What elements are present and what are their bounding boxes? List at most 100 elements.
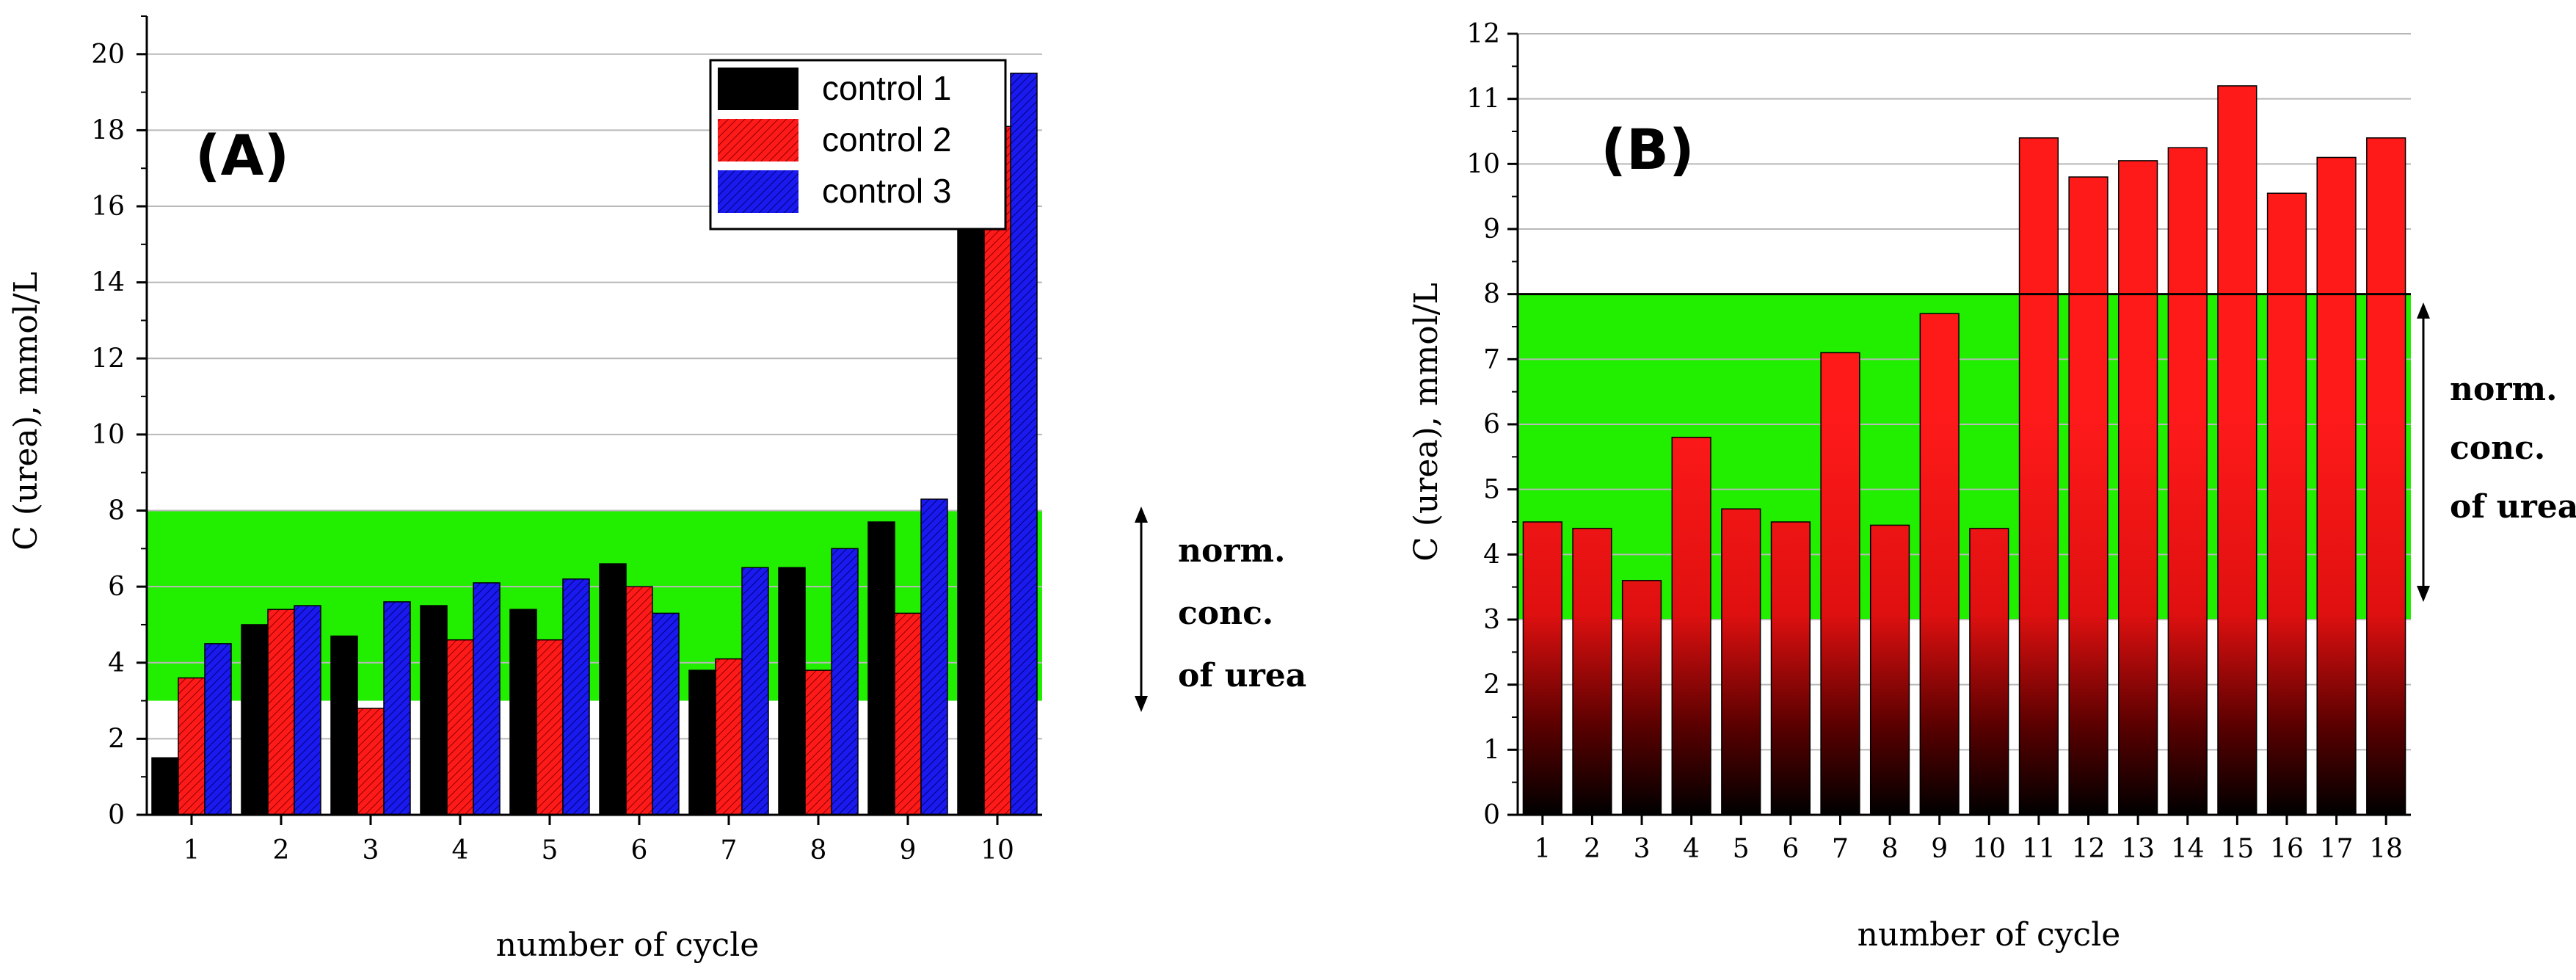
- y-tick-label: 3: [1483, 605, 1500, 635]
- x-tick-label: 2: [1584, 834, 1601, 864]
- y-tick-label: 14: [91, 268, 125, 298]
- bar-control1-cycle-6: [599, 563, 627, 816]
- bar-cycle-9: [1919, 313, 1960, 816]
- y-axis-title-a: C (urea), mmol/L: [7, 272, 45, 551]
- gridlines-b: [1518, 33, 2411, 751]
- x-tick-label: 10: [980, 835, 1014, 865]
- x-tick-label: 15: [2220, 834, 2254, 864]
- x-tick-label: 7: [1832, 834, 1849, 864]
- bar-cycle-13: [2118, 160, 2158, 816]
- x-tick-label: 18: [2369, 834, 2403, 864]
- x-tick-label: 14: [2171, 834, 2205, 864]
- x-tick-label: 1: [1534, 834, 1551, 864]
- y-tick-label: 5: [1483, 475, 1500, 505]
- legend-label-control1: control 1: [822, 69, 951, 107]
- bars-a: [151, 72, 1038, 816]
- bar-cycle-12: [2068, 176, 2109, 816]
- bar-control3-cycle-10: [1010, 72, 1038, 816]
- bar-control1-cycle-1: [151, 757, 179, 816]
- bar-cycle-7: [1820, 352, 1860, 816]
- y-tick-label: 4: [1483, 540, 1500, 570]
- legend-a: control 1 control 2 control 3: [709, 59, 1007, 231]
- bar-control3-cycle-4: [473, 582, 501, 816]
- bar-control1-cycle-5: [509, 609, 537, 816]
- normal-range-annotation-b: norm. conc. of urea: [2417, 302, 2576, 602]
- bar-cycle-11: [2018, 137, 2059, 816]
- y-tick-label: 11: [1466, 84, 1500, 115]
- x-ticks-b: 1 2 3 4 5 6 7 8 9 10 11 12 13 14 15 16 17 18: [1534, 815, 2403, 864]
- y-ticks-a: 0 2 4 6 8 10 12 14 16 18 20: [91, 15, 147, 830]
- bars-b: [1522, 85, 2406, 816]
- y-tick-label: 0: [1483, 800, 1500, 830]
- norm-label-line1-a: norm.: [1178, 532, 1285, 570]
- bar-cycle-10: [1969, 528, 2009, 816]
- x-tick-label: 10: [1972, 834, 2006, 864]
- norm-label-line2-a: conc.: [1178, 595, 1273, 632]
- norm-label-line3-b: of urea: [2450, 488, 2576, 526]
- bar-cycle-17: [2316, 156, 2357, 816]
- bar-cycle-4: [1671, 436, 1711, 816]
- bar-cycle-15: [2217, 85, 2257, 816]
- bar-cycle-3: [1621, 580, 1662, 816]
- x-axis-title-b: number of cycle: [1858, 916, 2121, 954]
- arrow-head-down-b: [2417, 586, 2430, 602]
- bar-control3-cycle-5: [562, 578, 590, 816]
- bar-cycle-14: [2167, 147, 2208, 816]
- y-tick-label: 16: [91, 192, 125, 222]
- y-tick-label: 6: [1483, 410, 1500, 440]
- bar-control2-cycle-9: [894, 612, 922, 816]
- y-tick-label: 10: [91, 420, 125, 450]
- bar-control2-cycle-6: [625, 586, 653, 816]
- bar-control3-cycle-6: [652, 612, 680, 816]
- x-tick-label: 4: [452, 835, 469, 865]
- x-axis-title-a: number of cycle: [496, 926, 760, 964]
- bar-control1-cycle-8: [778, 567, 806, 816]
- y-tick-label: 7: [1483, 344, 1500, 374]
- y-tick-label: 6: [108, 572, 125, 602]
- y-tick-label: 9: [1483, 214, 1500, 244]
- x-tick-label: 11: [2022, 834, 2056, 864]
- x-tick-label: 8: [810, 835, 827, 865]
- bar-control2-cycle-1: [178, 677, 205, 816]
- arrow-head-up-a: [1135, 507, 1148, 523]
- legend-label-control3: control 3: [822, 172, 951, 210]
- norm-label-line1-b: norm.: [2450, 371, 2557, 408]
- panel-label-b: (B): [1601, 117, 1694, 182]
- x-tick-label: 12: [2072, 834, 2106, 864]
- bar-control3-cycle-1: [204, 643, 232, 816]
- x-tick-label: 16: [2270, 834, 2304, 864]
- legend-swatch-control2: [718, 119, 798, 161]
- x-tick-label: 3: [1634, 834, 1651, 864]
- normal-range-band-b: [1518, 294, 2411, 620]
- bar-control1-cycle-3: [330, 635, 358, 816]
- x-tick-label: 13: [2121, 834, 2155, 864]
- bar-control2-cycle-4: [446, 639, 474, 816]
- bar-cycle-5: [1721, 508, 1761, 816]
- bar-control3-cycle-8: [831, 548, 859, 816]
- bar-control2-cycle-8: [804, 669, 832, 816]
- x-tick-label: 2: [273, 835, 290, 865]
- normal-range-annotation-a: norm. conc. of urea: [1135, 507, 1306, 712]
- bar-control1-cycle-2: [241, 624, 269, 816]
- x-tick-label: 9: [1931, 834, 1948, 864]
- x-tick-label: 3: [363, 835, 379, 865]
- y-tick-label: 8: [1483, 280, 1500, 310]
- bar-control2-cycle-5: [536, 639, 564, 816]
- x-tick-label: 1: [183, 835, 200, 865]
- y-tick-label: 8: [108, 496, 125, 526]
- x-tick-label: 6: [1782, 834, 1799, 864]
- y-tick-label: 1: [1483, 735, 1500, 765]
- legend-swatch-control1: [718, 68, 798, 110]
- arrow-head-down-a: [1135, 696, 1148, 712]
- y-tick-label: 2: [108, 724, 125, 754]
- y-tick-label: 12: [91, 344, 125, 374]
- bar-cycle-8: [1869, 524, 1910, 816]
- x-tick-label: 4: [1683, 834, 1700, 864]
- bar-control1-cycle-9: [867, 521, 895, 816]
- bar-control2-cycle-2: [267, 609, 295, 816]
- legend-swatch-control3: [718, 170, 798, 213]
- bar-control3-cycle-2: [294, 605, 321, 816]
- bar-cycle-6: [1770, 521, 1811, 816]
